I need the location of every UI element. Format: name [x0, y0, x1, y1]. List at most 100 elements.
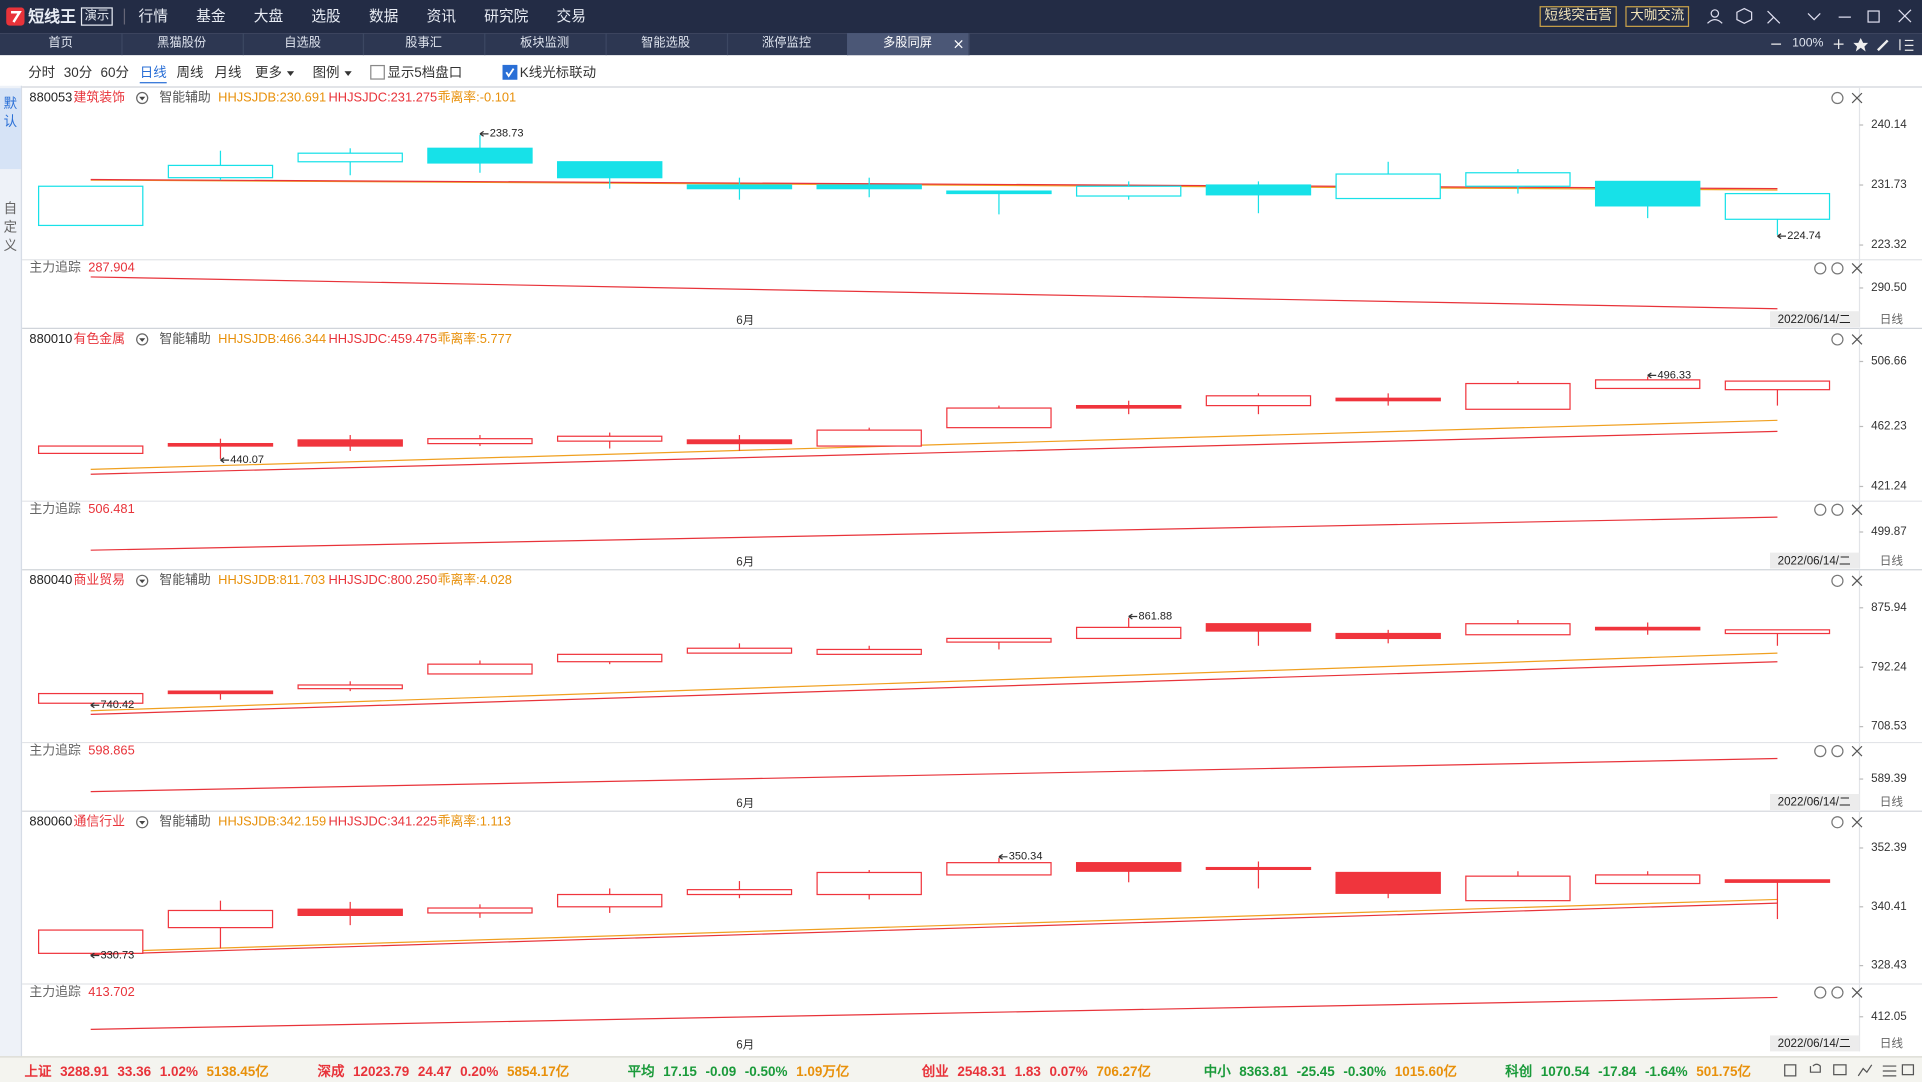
candle-body	[1075, 862, 1182, 872]
menu-item[interactable]: 选股	[311, 7, 341, 25]
tab-label: 涨停监控	[762, 36, 812, 51]
tab[interactable]: 涨停监控	[726, 33, 849, 56]
date-label: 2022/06/14/二	[1778, 554, 1851, 567]
index-name: 平均	[627, 1064, 655, 1080]
tab-label: 股事汇	[405, 36, 443, 51]
menu-item[interactable]: 行情	[138, 7, 168, 25]
index-quote[interactable]: 科创 1070.54 -17.84 -1.64% 501.75亿	[1505, 1061, 1759, 1081]
menu-item[interactable]: 研究院	[484, 7, 529, 25]
moving-average	[90, 179, 1778, 191]
period-button[interactable]: 日线	[139, 62, 167, 84]
index-pct: -0.50%	[744, 1064, 788, 1080]
period-button[interactable]: 月线	[214, 66, 242, 81]
date-box	[1770, 794, 1860, 810]
y-tick-label: 223.32	[1871, 238, 1907, 251]
tab[interactable]: 智能选股	[605, 33, 728, 56]
tab[interactable]: 多股同屏	[846, 33, 970, 56]
extreme-label: 224.74	[1787, 230, 1821, 242]
candle-body	[1724, 879, 1831, 883]
dropdown-icon	[136, 574, 149, 587]
sidebar-tab[interactable]: 默认	[0, 88, 21, 170]
more-menu[interactable]: 更多	[254, 66, 282, 81]
sub-name: 主力追踪	[29, 743, 81, 758]
extreme-label: 496.33	[1657, 369, 1691, 381]
period-button[interactable]: 分时	[28, 66, 56, 81]
index-quote[interactable]: 上证 3288.91 33.36 1.02% 5138.45亿	[25, 1061, 278, 1081]
index-quote[interactable]: 深成 12023.79 24.47 0.20% 5854.17亿	[317, 1061, 577, 1081]
candle-body	[167, 909, 274, 929]
menu-item[interactable]: 基金	[196, 7, 226, 25]
y-tick-label: 421.24	[1871, 480, 1907, 493]
panel-icon	[1814, 262, 1827, 275]
candle-body	[1205, 866, 1312, 871]
tab[interactable]: 黑猫股份	[121, 33, 244, 56]
menu-item[interactable]: 数据	[368, 7, 399, 25]
candle-body	[1594, 626, 1701, 631]
index-name: 中小	[1203, 1064, 1231, 1080]
index-price: 2548.31	[957, 1064, 1007, 1080]
period-label: 日线	[1880, 553, 1904, 567]
dropdown-arrow	[139, 96, 146, 101]
candle-body	[427, 907, 533, 914]
menu-item[interactable]: 资讯	[426, 7, 457, 25]
index-price: 1070.54	[1540, 1064, 1590, 1080]
indicator: HHJSJDC:231.275	[329, 89, 438, 104]
checkbox[interactable]	[502, 64, 518, 80]
date-label: 2022/06/14/二	[1778, 1037, 1851, 1050]
indicator: 乖离率:1.113	[438, 814, 511, 829]
extreme-arrow	[479, 130, 489, 137]
index-amount: 1015.60亿	[1394, 1064, 1457, 1080]
sidebar-tab[interactable]: 自定义	[3, 202, 18, 254]
checkbox[interactable]	[370, 64, 385, 80]
close-icon	[1851, 504, 1863, 516]
index-quote[interactable]: 创业 2548.31 1.83 0.07% 706.27亿	[922, 1061, 1160, 1081]
y-tick-label: 792.24	[1871, 660, 1907, 673]
indicator: 乖离率:4.028	[438, 572, 512, 587]
panel-icon	[1831, 745, 1844, 758]
checkbox-label[interactable]: 显示5档盘口	[387, 66, 463, 81]
legend-menu[interactable]: 图例	[312, 66, 340, 81]
arrow	[344, 71, 352, 76]
candle-body	[1724, 629, 1831, 635]
indicator: HHJSJDB:342.159	[218, 814, 326, 829]
menu-item[interactable]: 大盘	[253, 7, 284, 25]
header-button[interactable]: 短线突击营	[1539, 6, 1617, 27]
candle-body	[1335, 871, 1441, 894]
candle-body	[556, 893, 663, 908]
sub-line	[90, 276, 1778, 310]
tab[interactable]: 股事汇	[363, 33, 486, 56]
tab-close[interactable]	[954, 39, 964, 49]
tab-label: 智能选股	[641, 36, 691, 51]
candle-body	[37, 692, 144, 704]
y-tick-label: 875.94	[1871, 601, 1907, 614]
candle-body	[1335, 173, 1441, 200]
index-change: 33.36	[117, 1064, 152, 1080]
index-quote[interactable]: 中小 8363.81 -25.45 -0.30% 1015.60亿	[1204, 1061, 1466, 1081]
moving-average	[90, 898, 1778, 953]
indicator: 乖离率:5.777	[438, 331, 512, 346]
panel-icon	[1831, 574, 1844, 587]
candle-body	[686, 184, 793, 190]
index-change: -25.45	[1296, 1064, 1335, 1080]
extreme-label: 440.07	[230, 454, 264, 466]
assist-label: 智能辅助	[159, 572, 210, 587]
status-icons	[1784, 1063, 1915, 1077]
header-button[interactable]: 大咖交流	[1625, 6, 1690, 27]
period-button[interactable]: 周线	[176, 66, 204, 81]
tab[interactable]: 首页	[0, 33, 123, 56]
index-quote[interactable]: 平均 17.15 -0.09 -0.50% 1.09万亿	[628, 1061, 858, 1081]
candle-body	[816, 429, 922, 447]
period-button[interactable]: 30分	[63, 66, 93, 81]
date-box	[1770, 1035, 1860, 1052]
panel-code: 880053	[29, 89, 72, 104]
period-button[interactable]: 60分	[100, 66, 130, 81]
date-label: 2022/06/14/二	[1778, 796, 1851, 809]
x-axis-label: 6月	[736, 797, 754, 810]
tab[interactable]: 板块监测	[484, 33, 607, 56]
tab[interactable]: 自选股	[242, 33, 365, 56]
menu-item[interactable]: 交易	[556, 7, 586, 25]
y-tick-label: 352.39	[1871, 841, 1907, 854]
checkbox-label[interactable]: K线光标联动	[519, 66, 597, 81]
index-pct: 0.07%	[1049, 1064, 1088, 1080]
candle-body	[1075, 185, 1182, 197]
